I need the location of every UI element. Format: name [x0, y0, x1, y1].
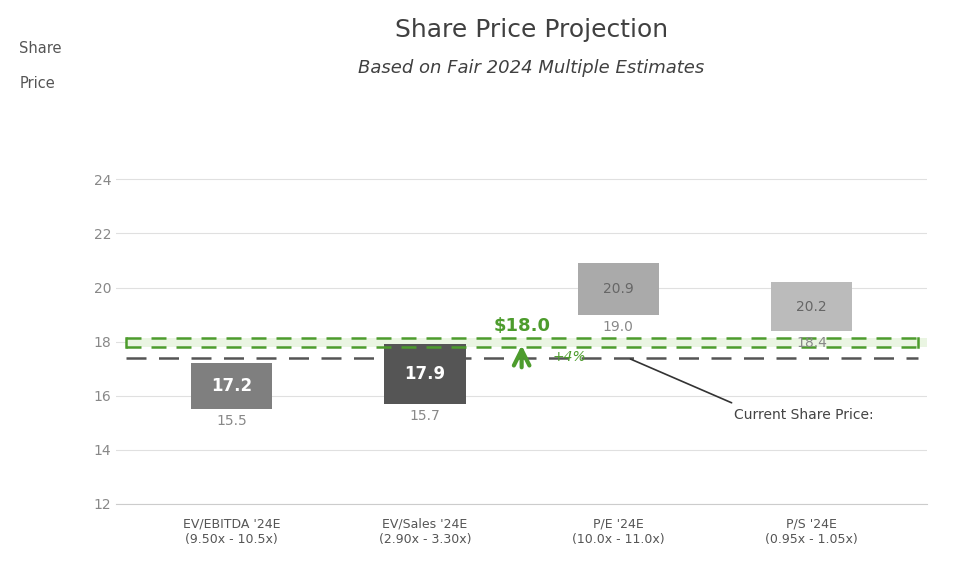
Text: Share Price Projection: Share Price Projection: [395, 18, 668, 42]
Text: 15.7: 15.7: [410, 409, 440, 423]
Text: 20.2: 20.2: [796, 299, 827, 314]
Text: Share: Share: [19, 41, 62, 56]
Bar: [771, 282, 852, 331]
Bar: [126, 339, 966, 346]
Text: 15.5: 15.5: [216, 414, 247, 428]
Text: Price: Price: [19, 76, 55, 91]
Text: $18.0: $18.0: [493, 317, 551, 335]
Text: 17.2: 17.2: [212, 377, 252, 396]
Bar: [578, 263, 659, 315]
Text: 20.9: 20.9: [603, 282, 634, 296]
Text: +4%: +4%: [553, 350, 586, 363]
Text: 19.0: 19.0: [603, 319, 634, 333]
Text: Based on Fair 2024 Multiple Estimates: Based on Fair 2024 Multiple Estimates: [358, 59, 704, 77]
Text: 18.4: 18.4: [796, 336, 827, 350]
Text: 17.9: 17.9: [405, 365, 445, 383]
Text: Current Share Price:: Current Share Price:: [734, 408, 878, 422]
Bar: [191, 363, 272, 409]
Bar: [384, 345, 466, 404]
